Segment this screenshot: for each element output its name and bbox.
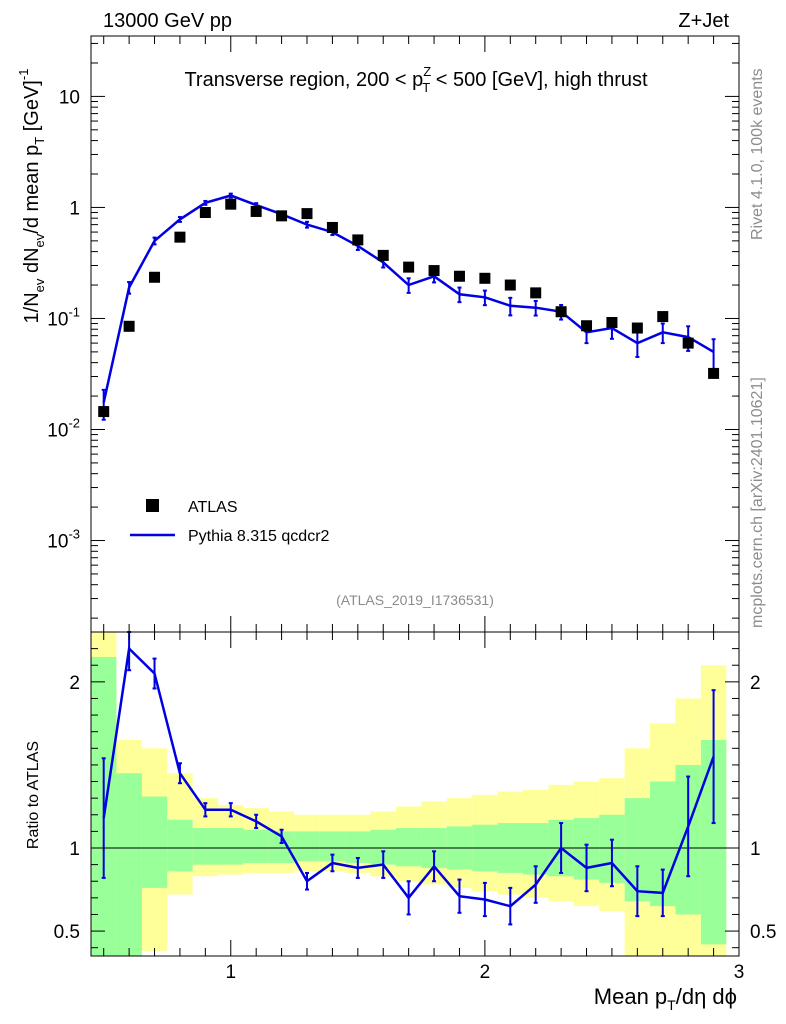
atlas-point: [199, 207, 211, 219]
atlas-point: [326, 221, 338, 233]
title-sup-z: Z: [423, 64, 431, 79]
atlas-point: [149, 271, 161, 283]
atlas-point: [123, 320, 135, 332]
main-y-tick-label: 10-1: [47, 304, 80, 330]
ylabel-sub-ev2: ev: [32, 233, 47, 247]
plot-title: Transverse region, 200 < pZ T < 500 [GeV]…: [184, 64, 648, 95]
atlas-point: [301, 208, 313, 220]
x-tick-label: 3: [734, 962, 745, 983]
main-data-layer: [98, 192, 720, 421]
xlabel-part-a: Mean p: [594, 984, 667, 1009]
ratio-panel: 0.5 0.5 1 1 2 2 1 2 3 Ratio to ATLAS Mean pT/dη …: [25, 631, 776, 1013]
atlas-point: [250, 205, 262, 217]
ratio-y-tick-label-right: 2: [750, 673, 761, 694]
x-tick-label: 1: [225, 962, 236, 983]
ratio-band-green: [243, 829, 269, 863]
ylabel-sub-t: T: [32, 137, 47, 145]
tick-exponent: -2: [68, 415, 80, 430]
atlas-point: [631, 322, 643, 334]
ratio-y-tick-label: 2: [69, 673, 80, 694]
tick-base: 10: [59, 87, 80, 108]
ratio-band-green: [167, 819, 193, 872]
ratio-band-green: [141, 796, 168, 888]
tick-base: 10: [47, 309, 68, 330]
atlas-point: [403, 261, 415, 273]
rivet-label: Rivet 4.1.0, 100k events: [749, 68, 766, 240]
atlas-point: [377, 249, 389, 261]
ylabel-sub-ev1: ev: [32, 278, 47, 292]
atlas-point: [581, 320, 593, 332]
atlas-point: [555, 306, 567, 318]
tick-base: 10: [47, 420, 68, 441]
atlas-point: [682, 337, 694, 349]
legend-pythia-label: Pythia 8.315 qcdcr2: [188, 528, 330, 545]
atlas-point: [708, 367, 720, 379]
analysis-watermark: (ATLAS_2019_I1736531): [336, 592, 494, 608]
atlas-point: [174, 231, 186, 243]
ratio-band-green: [192, 828, 219, 865]
main-y-label: 1/Nev dNev/d mean pT [GeV]-1: [16, 69, 47, 324]
ylabel-part-b: dN: [21, 247, 43, 278]
tick-exponent: -3: [68, 527, 80, 542]
main-y-tick-label: 10-3: [47, 527, 80, 553]
ylabel-part-c: /d mean p: [21, 145, 43, 234]
tick-exponent: -1: [68, 304, 80, 319]
legend-atlas-marker: [146, 499, 159, 512]
ratio-band-green: [395, 828, 422, 867]
header-left: 13000 GeV pp: [103, 10, 232, 32]
title-text-post: < 500 [GeV], high thrust: [430, 69, 648, 91]
xlabel-part-b: /dη dϕ: [676, 984, 737, 1009]
ratio-band-green: [218, 828, 244, 865]
ratio-bands: [91, 632, 727, 956]
header-right: Z+Jet: [678, 10, 729, 32]
ratio-data-layer: [101, 631, 716, 926]
legend: ATLAS Pythia 8.315 qcdcr2: [130, 499, 330, 545]
legend-atlas-label: ATLAS: [188, 499, 238, 516]
main-y-tick-label: 1: [69, 198, 80, 219]
mcplots-label: mcplots.cern.ch [arXiv:2401.10621]: [749, 377, 766, 628]
ratio-band-green: [294, 831, 320, 862]
ratio-y-tick-label-right: 0.5: [750, 922, 776, 943]
x-tick-label: 2: [480, 962, 491, 983]
ratio-band-green: [116, 773, 142, 956]
tick-base: 1: [69, 198, 80, 219]
title-text-pre: Transverse region, 200 < p: [184, 69, 423, 91]
ratio-y-tick-label-right: 1: [750, 839, 761, 860]
atlas-point: [453, 270, 465, 282]
xlabel-sub-t: T: [667, 997, 676, 1013]
atlas-point: [276, 210, 288, 222]
atlas-point: [504, 279, 516, 291]
main-y-tick-label: 10: [59, 87, 80, 108]
atlas-point: [657, 311, 669, 323]
ylabel-part-a: 1/N: [21, 292, 43, 323]
atlas-point: [606, 316, 618, 328]
ylabel-part-d: [GeV]: [21, 80, 43, 137]
atlas-point: [479, 272, 491, 284]
ratio-frame: [90, 631, 740, 957]
ratio-y-tick-label: 1: [69, 839, 80, 860]
tick-base: 10: [47, 532, 68, 553]
ratio-y-label: Ratio to ATLAS: [25, 741, 42, 849]
ratio-y-tick-label: 0.5: [54, 922, 80, 943]
title-sub-t: T: [422, 80, 430, 95]
atlas-point: [98, 406, 110, 418]
atlas-point: [530, 287, 542, 299]
ylabel-sup: -1: [16, 69, 31, 81]
atlas-point: [428, 265, 440, 277]
x-axis-label: Mean pT/dη dϕ: [594, 984, 737, 1013]
atlas-point: [352, 234, 364, 246]
main-y-tick-label: 10-2: [47, 415, 80, 441]
atlas-point: [225, 198, 237, 210]
pythia-line: [102, 194, 715, 403]
